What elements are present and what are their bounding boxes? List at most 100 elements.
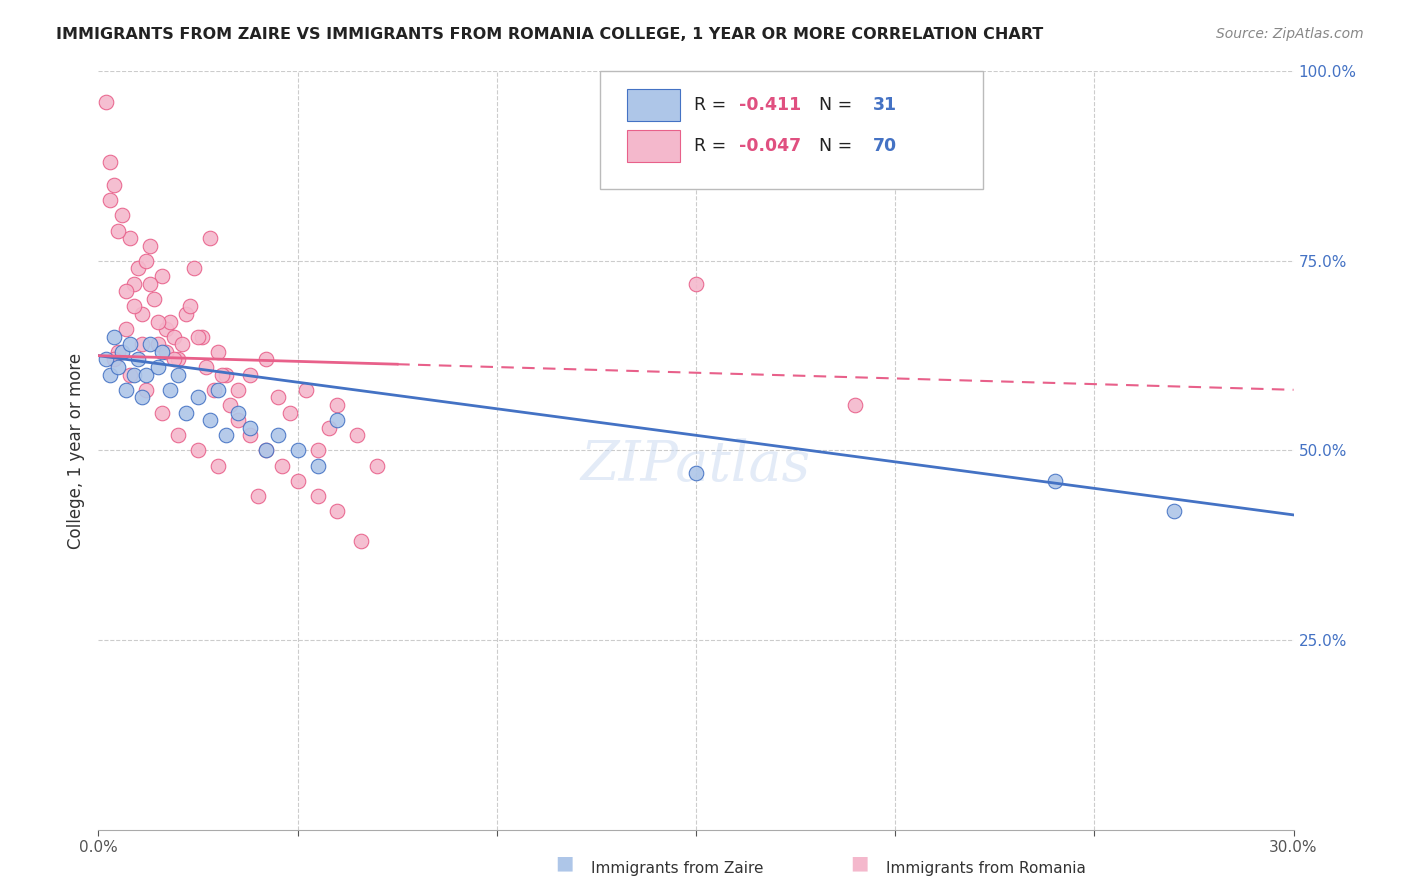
Point	[115, 285, 138, 299]
Point	[111, 344, 134, 359]
Point	[350, 534, 373, 549]
Point	[155, 322, 177, 336]
Point	[98, 194, 122, 208]
Point	[172, 337, 194, 351]
Y-axis label: College, 1 year or more: College, 1 year or more	[66, 352, 84, 549]
Point	[143, 292, 166, 306]
Point	[326, 398, 349, 412]
Text: R =: R =	[693, 95, 731, 113]
Point	[307, 489, 329, 503]
Point	[226, 413, 249, 427]
Point	[307, 443, 329, 458]
Point	[163, 352, 186, 367]
Point	[226, 405, 249, 420]
Point	[326, 504, 349, 518]
Point	[267, 428, 290, 442]
Point	[96, 352, 118, 367]
Point	[174, 405, 197, 420]
FancyBboxPatch shape	[627, 89, 681, 120]
Point	[207, 458, 229, 473]
Point	[150, 405, 173, 420]
Point	[150, 269, 173, 284]
Point	[211, 368, 233, 382]
Point	[215, 428, 238, 442]
Point	[131, 391, 153, 405]
Text: N =: N =	[820, 95, 858, 113]
Point	[346, 428, 368, 442]
Point	[139, 277, 162, 291]
Point	[287, 474, 309, 488]
Point	[195, 359, 218, 375]
Text: 70: 70	[873, 137, 897, 155]
Point	[124, 368, 146, 382]
Point	[98, 155, 122, 169]
Text: R =: R =	[693, 137, 731, 155]
Point	[107, 223, 129, 237]
Point	[202, 383, 225, 397]
Point	[120, 231, 142, 245]
Point	[219, 398, 242, 412]
Point	[111, 209, 134, 223]
FancyBboxPatch shape	[627, 130, 681, 162]
Point	[239, 421, 262, 435]
Point	[294, 383, 316, 397]
Point	[254, 352, 277, 367]
Point	[120, 337, 142, 351]
Text: Immigrants from Zaire: Immigrants from Zaire	[591, 861, 763, 876]
Point	[139, 238, 162, 253]
Point	[187, 443, 209, 458]
Point	[163, 330, 186, 344]
Point	[127, 352, 149, 367]
Point	[318, 421, 340, 435]
Point	[107, 344, 129, 359]
Point	[115, 322, 138, 336]
Text: IMMIGRANTS FROM ZAIRE VS IMMIGRANTS FROM ROMANIA COLLEGE, 1 YEAR OR MORE CORRELA: IMMIGRANTS FROM ZAIRE VS IMMIGRANTS FROM…	[56, 27, 1043, 42]
Point	[191, 330, 214, 344]
Point	[287, 443, 309, 458]
Point	[159, 383, 181, 397]
Point	[120, 368, 142, 382]
Point	[135, 383, 157, 397]
Point	[148, 337, 170, 351]
Text: ■: ■	[851, 854, 869, 872]
FancyBboxPatch shape	[600, 71, 983, 189]
Text: -0.047: -0.047	[740, 137, 801, 155]
Point	[135, 368, 157, 382]
Text: -0.411: -0.411	[740, 95, 801, 113]
Point	[207, 383, 229, 397]
Point	[270, 458, 292, 473]
Point	[179, 300, 201, 314]
Point	[207, 344, 229, 359]
Text: Immigrants from Romania: Immigrants from Romania	[886, 861, 1085, 876]
Text: Source: ZipAtlas.com: Source: ZipAtlas.com	[1216, 27, 1364, 41]
Point	[131, 337, 153, 351]
Text: 31: 31	[873, 95, 897, 113]
Point	[267, 391, 290, 405]
Point	[131, 307, 153, 321]
Point	[685, 277, 707, 291]
Point	[103, 330, 125, 344]
Point	[174, 307, 197, 321]
Point	[187, 330, 209, 344]
Point	[278, 405, 301, 420]
Point	[844, 398, 866, 412]
Point	[239, 368, 262, 382]
Point	[127, 261, 149, 276]
Point	[115, 383, 138, 397]
Point	[124, 300, 146, 314]
Point	[159, 314, 181, 328]
Point	[1163, 504, 1185, 518]
Point	[167, 368, 190, 382]
Text: ZIPatlas: ZIPatlas	[581, 438, 811, 493]
Point	[198, 231, 221, 245]
Point	[155, 344, 177, 359]
Point	[103, 178, 125, 193]
Point	[107, 359, 129, 375]
Point	[307, 458, 329, 473]
Point	[139, 337, 162, 351]
Point	[1043, 474, 1066, 488]
Point	[226, 383, 249, 397]
Text: N =: N =	[820, 137, 858, 155]
Point	[135, 253, 157, 268]
Point	[103, 352, 125, 367]
